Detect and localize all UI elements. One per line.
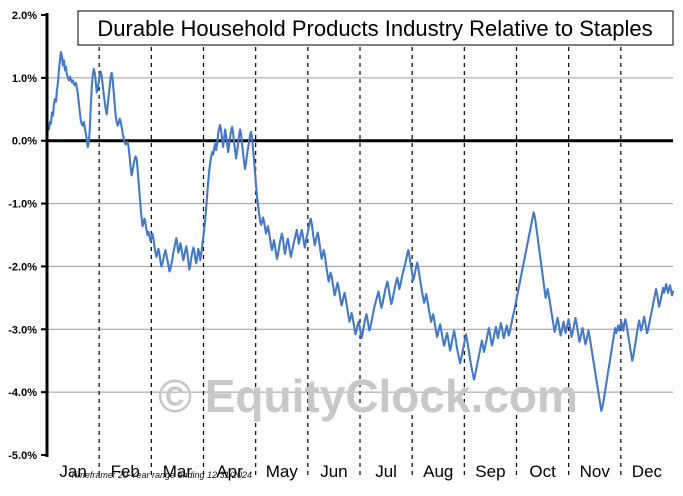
chart-title-box [77, 10, 674, 46]
x-axis-label-mar: Mar [163, 462, 193, 481]
x-axis-label-nov: Nov [580, 462, 611, 481]
y-axis-label: -5.0% [8, 450, 37, 462]
x-axis-labels: Jan Feb Mar Apr May Jun Jul Aug Sep Oct Nov Dec [59, 462, 662, 481]
x-axis-label-feb: Feb [111, 462, 140, 481]
x-axis-label-dec: Dec [632, 462, 663, 481]
data-series-line [45, 51, 675, 413]
y-axis-label: 1.0% [12, 73, 37, 85]
x-axis-label-aug: Aug [423, 462, 453, 481]
x-month-separators [98, 15, 622, 477]
x-axis-label-sep: Sep [475, 462, 505, 481]
chart-title: Durable Household Products Industry Rela… [97, 16, 652, 41]
y-axis-label: 2.0% [12, 10, 37, 22]
y-axis-label: 0.0% [12, 136, 37, 148]
y-axis-label: -1.0% [8, 199, 37, 211]
x-axis-label-apr: Apr [216, 462, 243, 481]
x-axis-label-jan: Jan [59, 462, 86, 481]
y-axis-label: -4.0% [8, 387, 37, 399]
x-axis-label-may: May [266, 462, 299, 481]
chart-footnote: Timeframe: 20-Year range ending 12/31/20… [70, 470, 252, 480]
x-axis-label-jun: Jun [320, 462, 347, 481]
x-axis-label-jul: Jul [375, 462, 397, 481]
watermark: © EquityClock.com [158, 370, 578, 422]
y-axis-label: -3.0% [8, 324, 37, 336]
watermark-text: © EquityClock.com [158, 370, 578, 422]
x-axis-label-oct: Oct [529, 462, 556, 481]
y-axis-label: -2.0% [8, 261, 37, 273]
